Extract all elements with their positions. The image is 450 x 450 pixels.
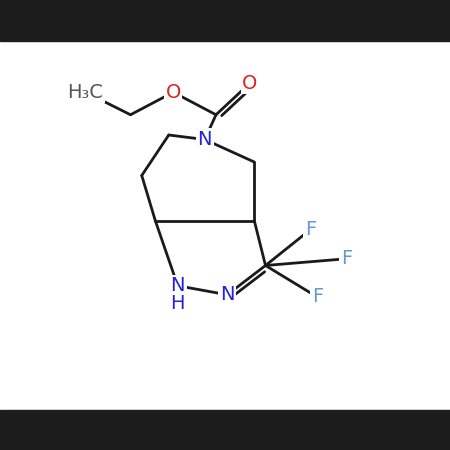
Text: N: N [220, 285, 234, 304]
Text: N: N [198, 130, 212, 149]
Text: H₃C: H₃C [68, 83, 104, 102]
Text: H: H [171, 294, 185, 313]
Text: F: F [341, 249, 352, 268]
Text: N: N [171, 276, 185, 295]
Text: F: F [305, 220, 316, 239]
Text: O: O [242, 74, 257, 93]
Text: O: O [166, 83, 181, 102]
Text: F: F [311, 288, 323, 306]
